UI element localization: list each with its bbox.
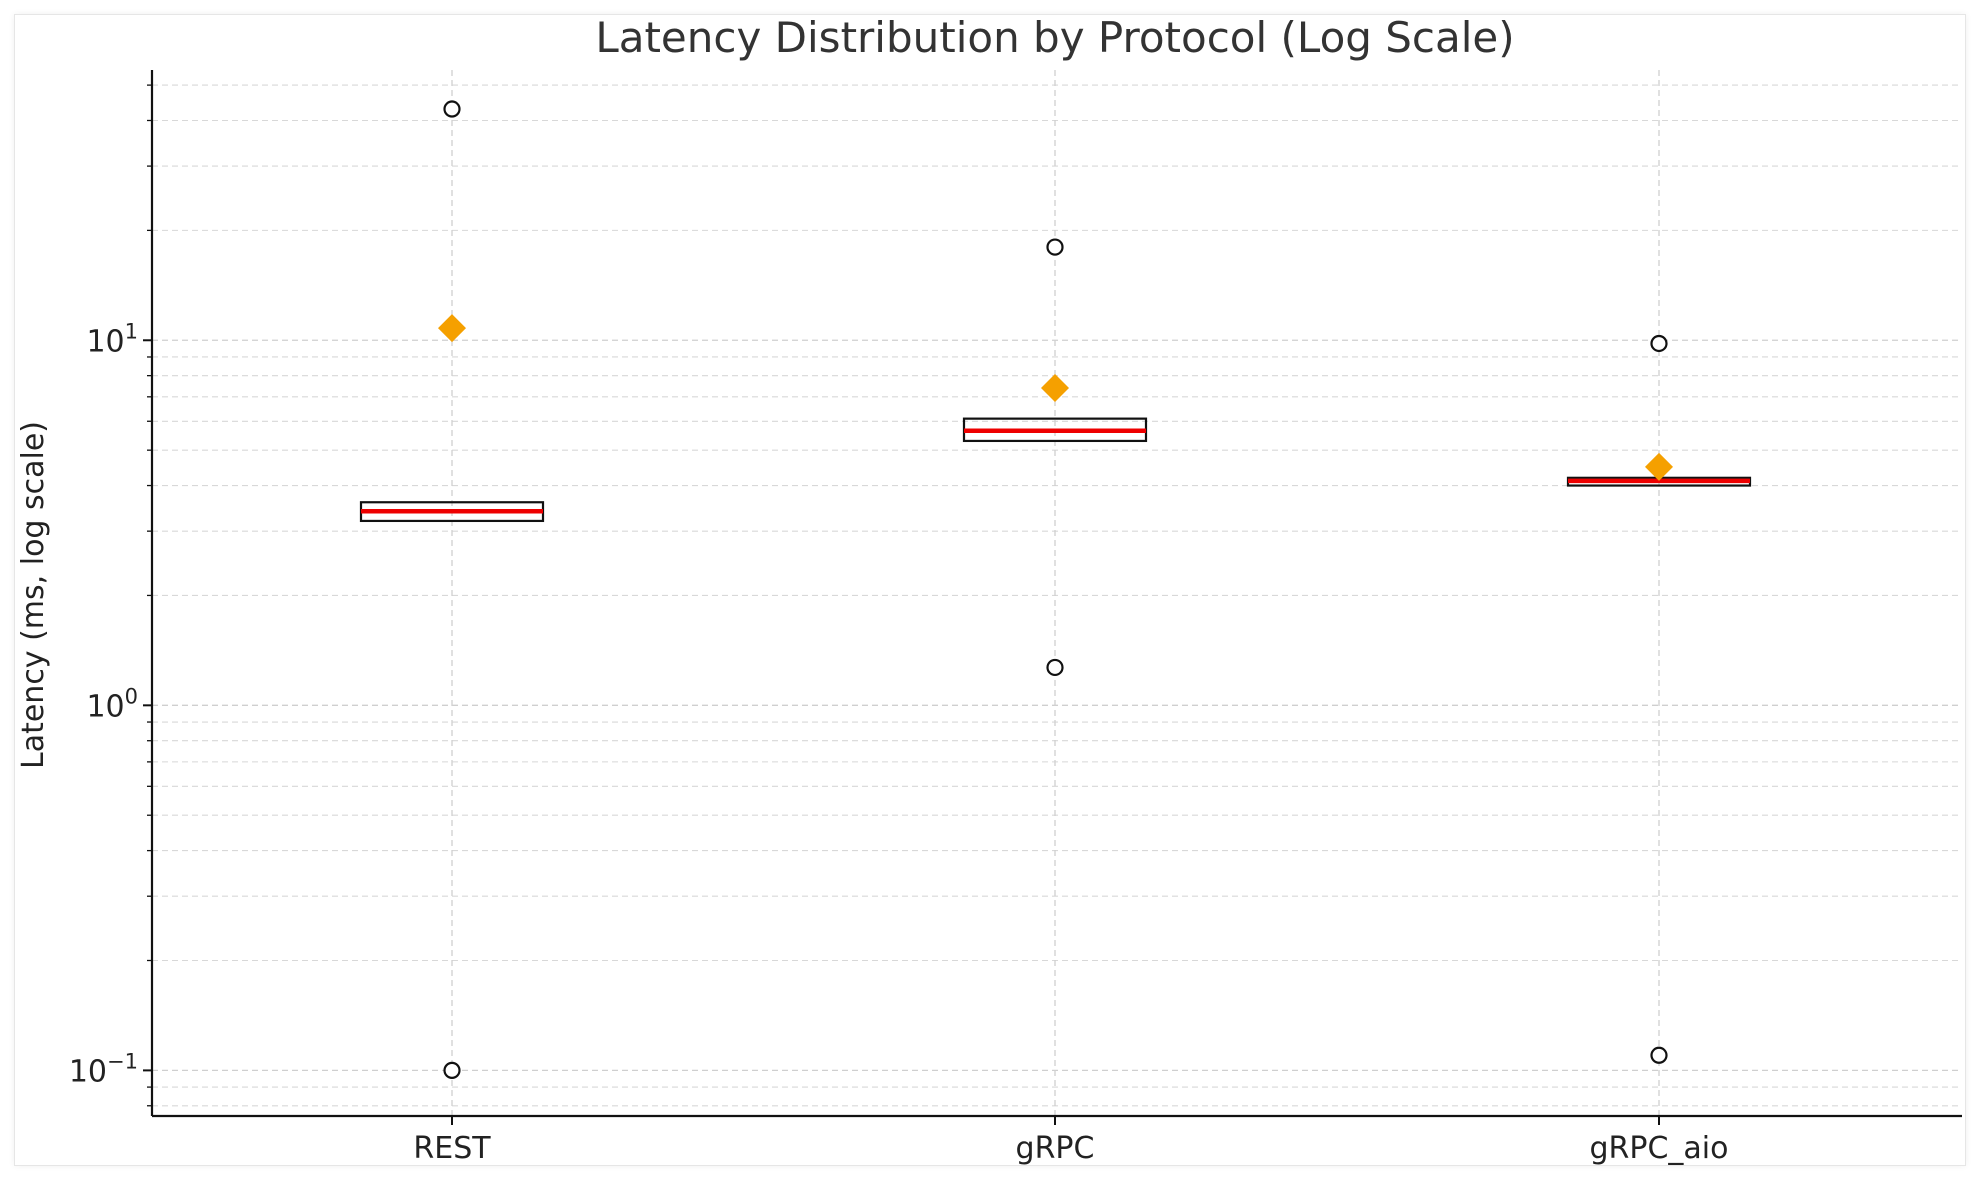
mean-marker bbox=[438, 314, 466, 343]
y-tick-label: 101 bbox=[86, 319, 138, 359]
mean-marker bbox=[1645, 452, 1673, 481]
x-tick-label: gRPC_aio bbox=[1590, 1131, 1729, 1166]
y-tick-label: 100 bbox=[86, 684, 138, 724]
x-tick-label: REST bbox=[413, 1131, 491, 1166]
box-group-gRPC bbox=[962, 238, 1148, 677]
grid-lines bbox=[152, 70, 1962, 1116]
box-series bbox=[359, 100, 1752, 1079]
box-group-gRPC_aio bbox=[1566, 334, 1752, 1064]
outlier-point bbox=[443, 100, 461, 118]
y-tick-label: 10−1 bbox=[69, 1049, 138, 1089]
outlier-point bbox=[443, 1061, 461, 1079]
box-group-REST bbox=[359, 100, 545, 1079]
outlier-point bbox=[1650, 334, 1668, 353]
chart-frame bbox=[14, 14, 1966, 1166]
chart-title: Latency Distribution by Protocol (Log Sc… bbox=[595, 13, 1514, 62]
outlier-point bbox=[1046, 658, 1064, 677]
outlier-point bbox=[1046, 238, 1064, 256]
x-tick-labels: REST gRPC gRPC_aio bbox=[413, 1131, 1728, 1166]
axes bbox=[143, 70, 1962, 1125]
y-axis-label: Latency (ms, log scale) bbox=[16, 421, 51, 769]
mean-marker bbox=[1041, 374, 1069, 403]
x-tick-label: gRPC bbox=[1016, 1131, 1095, 1166]
outlier-point bbox=[1650, 1046, 1668, 1064]
y-tick-labels: 10−1 100 101 bbox=[69, 319, 138, 1089]
